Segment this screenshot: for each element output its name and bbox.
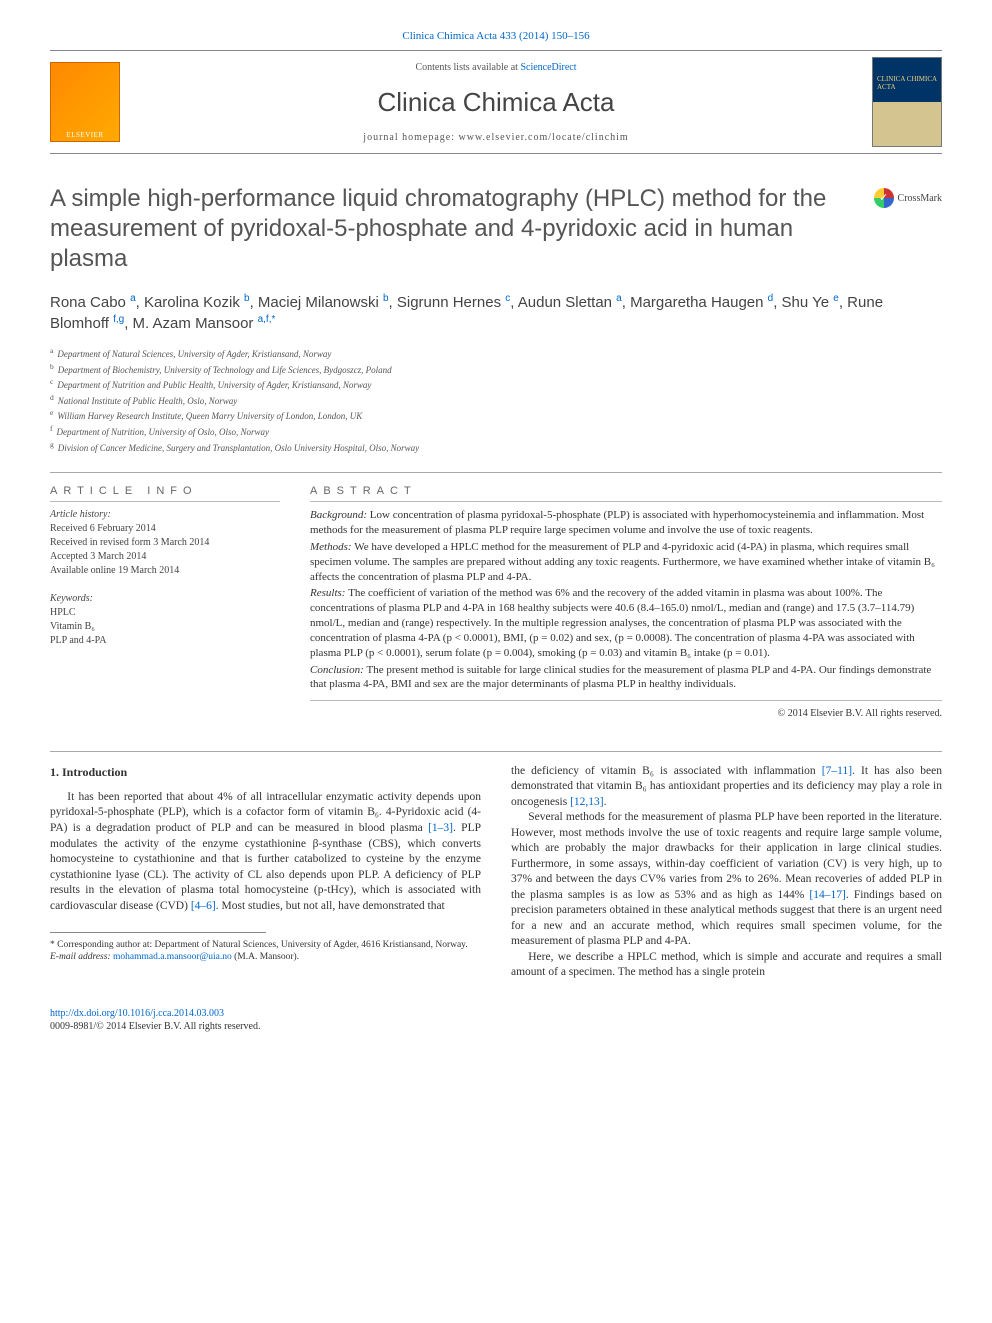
body-column-right: the deficiency of vitamin B₆ is associat… (511, 764, 942, 981)
conclusion-label: Conclusion: (310, 664, 367, 676)
reference-link[interactable]: [12,13] (570, 796, 604, 808)
history-line: Received in revised form 3 March 2014 (50, 536, 280, 550)
keywords-label: Keywords: (50, 592, 280, 606)
history-label: Article history: (50, 508, 280, 522)
top-citation[interactable]: Clinica Chimica Acta 433 (2014) 150–156 (50, 30, 942, 42)
abstract-heading: abstract (310, 485, 942, 502)
journal-homepage: journal homepage: www.elsevier.com/locat… (120, 132, 872, 143)
crossmark-label: CrossMark (898, 193, 942, 204)
crossmark-icon (874, 188, 894, 208)
keyword-item: HPLC (50, 606, 280, 620)
contents-line-pre: Contents lists available at (415, 62, 520, 73)
body-text: It has been reported that about 4% of al… (50, 791, 481, 834)
affiliation-item: cDepartment of Nutrition and Public Heal… (50, 377, 942, 392)
body-paragraph: It has been reported that about 4% of al… (50, 790, 481, 914)
doi-link[interactable]: http://dx.doi.org/10.1016/j.cca.2014.03.… (50, 1008, 224, 1019)
affiliation-item: fDepartment of Nutrition, University of … (50, 424, 942, 439)
email-label: E-mail address: (50, 952, 113, 962)
body-columns: 1. Introduction It has been reported tha… (50, 764, 942, 981)
affiliation-item: dNational Institute of Public Health, Os… (50, 393, 942, 408)
sciencedirect-link[interactable]: ScienceDirect (520, 62, 576, 73)
footnote-corr: * Corresponding author at: Department of… (50, 939, 481, 951)
email-post: (M.A. Mansoor). (232, 952, 299, 962)
body-text: Several methods for the measurement of p… (511, 811, 942, 901)
affiliation-item: gDivision of Cancer Medicine, Surgery an… (50, 440, 942, 455)
title-block: A simple high-performance liquid chromat… (50, 184, 942, 274)
reference-link[interactable]: [4–6] (191, 900, 216, 912)
contents-line: Contents lists available at ScienceDirec… (120, 62, 872, 73)
issn-line: 0009-8981/© 2014 Elsevier B.V. All right… (50, 1020, 942, 1033)
history-line: Received 6 February 2014 (50, 522, 280, 536)
affiliation-item: bDepartment of Biochemistry, University … (50, 362, 942, 377)
authors-line: Rona Cabo a, Karolina Kozik b, Maciej Mi… (50, 292, 942, 334)
body-paragraph: Several methods for the measurement of p… (511, 810, 942, 950)
body-text: . (604, 796, 607, 808)
results-text: The coefficient of variation of the meth… (310, 587, 915, 658)
body-column-left: 1. Introduction It has been reported tha… (50, 764, 481, 981)
methods-label: Methods: (310, 541, 354, 553)
keyword-item: PLP and 4-PA (50, 634, 280, 648)
abstract-text: Background: Low concentration of plasma … (310, 508, 942, 721)
journal-header: Contents lists available at ScienceDirec… (50, 50, 942, 154)
homepage-url[interactable]: www.elsevier.com/locate/clinchim (459, 132, 629, 143)
info-abstract-row: article info Article history: Received 6… (50, 485, 942, 721)
article-history: Article history: Received 6 February 201… (50, 508, 280, 578)
article-info-heading: article info (50, 485, 280, 502)
keyword-item: Vitamin B₆ (50, 620, 280, 634)
body-paragraph: the deficiency of vitamin B₆ is associat… (511, 764, 942, 811)
divider (50, 472, 942, 473)
email-link[interactable]: mohammad.a.mansoor@uia.no (113, 952, 232, 962)
elsevier-logo-icon (50, 62, 120, 142)
divider (50, 751, 942, 752)
corresponding-author-footnote: * Corresponding author at: Department of… (50, 939, 481, 964)
background-label: Background: (310, 509, 370, 521)
abstract-column: abstract Background: Low concentration o… (310, 485, 942, 721)
affiliation-item: eWilliam Harvey Research Institute, Quee… (50, 408, 942, 423)
reference-link[interactable]: [1–3] (428, 822, 453, 834)
methods-text: We have developed a HPLC method for the … (310, 541, 935, 583)
abstract-copyright: © 2014 Elsevier B.V. All rights reserved… (310, 700, 942, 721)
journal-name: Clinica Chimica Acta (120, 87, 872, 118)
body-paragraph: Here, we describe a HPLC method, which i… (511, 950, 942, 981)
history-line: Accepted 3 March 2014 (50, 550, 280, 564)
keywords-block: Keywords: HPLCVitamin B₆PLP and 4-PA (50, 592, 280, 648)
affiliation-item: aDepartment of Natural Sciences, Univers… (50, 346, 942, 361)
body-text: . Most studies, but not all, have demons… (216, 900, 445, 912)
affiliations-list: aDepartment of Natural Sciences, Univers… (50, 346, 942, 454)
homepage-pre: journal homepage: (363, 132, 458, 143)
body-text: . PLP modulates the activity of the enzy… (50, 822, 481, 912)
article-title: A simple high-performance liquid chromat… (50, 184, 942, 274)
journal-cover-icon (872, 57, 942, 147)
footnote-separator (50, 932, 266, 933)
header-center: Contents lists available at ScienceDirec… (120, 62, 872, 143)
crossmark-badge[interactable]: CrossMark (874, 188, 942, 208)
results-label: Results: (310, 587, 348, 599)
footer-block: http://dx.doi.org/10.1016/j.cca.2014.03.… (50, 1007, 942, 1033)
history-line: Available online 19 March 2014 (50, 564, 280, 578)
article-info-column: article info Article history: Received 6… (50, 485, 280, 721)
background-text: Low concentration of plasma pyridoxal-5-… (310, 509, 924, 536)
conclusion-text: The present method is suitable for large… (310, 664, 931, 691)
intro-heading: 1. Introduction (50, 764, 481, 780)
reference-link[interactable]: [7–11] (822, 765, 852, 777)
reference-link[interactable]: [14–17] (809, 889, 845, 901)
body-text: the deficiency of vitamin B₆ is associat… (511, 765, 822, 777)
